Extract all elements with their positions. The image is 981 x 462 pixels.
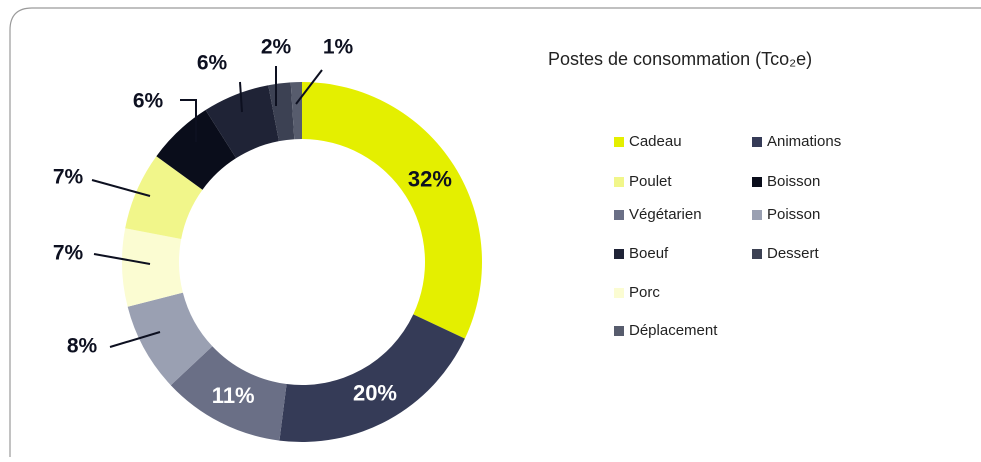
legend-label: Animations — [767, 133, 841, 150]
leader-line — [91, 179, 151, 197]
slice-label: 1% — [323, 36, 354, 59]
donut-slice — [279, 314, 465, 442]
slice-label: 11% — [212, 383, 255, 408]
leader-line — [109, 331, 161, 348]
leader-line — [180, 99, 197, 142]
donut-slice — [302, 82, 482, 339]
donut-slice — [156, 110, 237, 190]
legend-swatch — [752, 137, 762, 147]
legend-label: Boisson — [767, 173, 820, 190]
legend-swatch — [614, 249, 624, 259]
donut-slice — [125, 156, 203, 239]
legend-swatch — [614, 288, 624, 298]
leader-line — [239, 81, 243, 113]
legend-swatch — [614, 326, 624, 336]
slice-label: 20% — [353, 381, 397, 406]
donut-slice — [122, 228, 183, 307]
legend-swatch — [614, 177, 624, 187]
slice-label: 7% — [53, 242, 84, 265]
slice-label: 2% — [261, 36, 292, 59]
legend-swatch — [752, 177, 762, 187]
slice-label: 6% — [133, 90, 164, 113]
legend-label: Poulet — [629, 173, 672, 190]
donut-slice — [290, 82, 302, 140]
leader-line — [93, 253, 151, 265]
legend-label: Porc — [629, 284, 660, 301]
slice-label: 7% — [53, 166, 84, 189]
legend-label: Dessert — [767, 245, 820, 262]
donut-slice — [205, 85, 279, 159]
donut-slice — [268, 82, 295, 142]
legend-title: Postes de consommation (Tco₂e) — [548, 49, 812, 69]
legend-swatch — [614, 137, 624, 147]
legend-label: Végétarien — [629, 206, 702, 223]
slice-label: 32% — [408, 167, 452, 192]
legend-label: Déplacement — [629, 322, 718, 339]
donut-slice — [170, 346, 287, 441]
donut-slice — [127, 292, 213, 386]
card-border — [9, 7, 981, 457]
legend-swatch — [614, 210, 624, 220]
leader-line — [295, 69, 323, 105]
legend-swatch — [752, 249, 762, 259]
slice-label: 8% — [67, 335, 98, 358]
slice-label: 6% — [197, 52, 228, 75]
legend-label: Cadeau — [629, 133, 682, 150]
legend-label: Poisson — [767, 206, 820, 223]
legend-label: Boeuf — [629, 245, 669, 262]
legend-swatch — [752, 210, 762, 220]
